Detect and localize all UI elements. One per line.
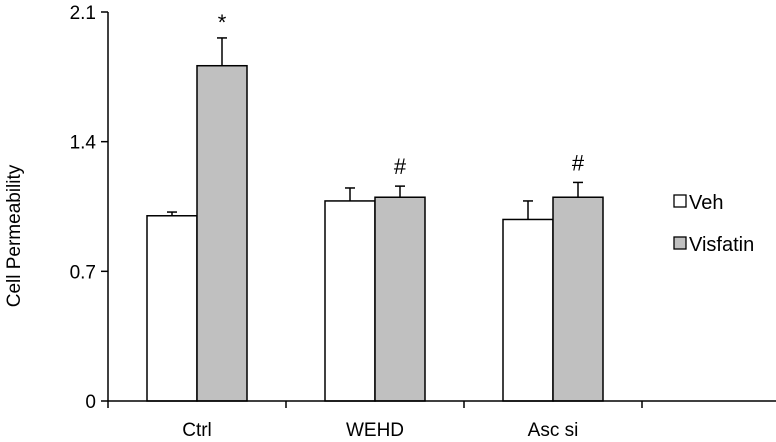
y-tick-label: 1.4 [70,133,97,154]
x-tick-label: Ctrl [182,420,212,441]
bar-veh-wehd [324,200,376,402]
bar-visfatin-wehd [374,196,426,402]
bar-veh-ctrl [146,215,198,402]
legend-swatch-veh [673,194,687,208]
significance-marker: * [218,10,227,35]
legend-label-visfatin: Visfatin [689,234,754,256]
legend-label-veh: Veh [689,192,723,214]
axes-layer [107,12,776,402]
x-tick-label: WEHD [346,420,404,441]
y-tick-label: 0 [85,392,96,413]
bar-visfatin-ctrl [196,64,248,402]
ticks-layer: 0 0.7 1.4 2.1 Ctrl WEHD Asc si [70,3,643,441]
bars-layer: * # # [146,10,604,402]
y-tick-label: 2.1 [70,3,96,24]
legend-swatch-visfatin [673,236,687,250]
bar-visfatin-asc-si [552,196,604,402]
bar-veh-asc-si [502,218,554,402]
significance-marker: # [394,154,407,179]
significance-marker: # [572,150,585,175]
x-tick-label: Asc si [528,420,579,441]
y-axis-label: Cell Permeability [4,164,25,307]
legend: Veh Visfatin [673,192,754,256]
y-tick-label: 0.7 [70,262,96,283]
